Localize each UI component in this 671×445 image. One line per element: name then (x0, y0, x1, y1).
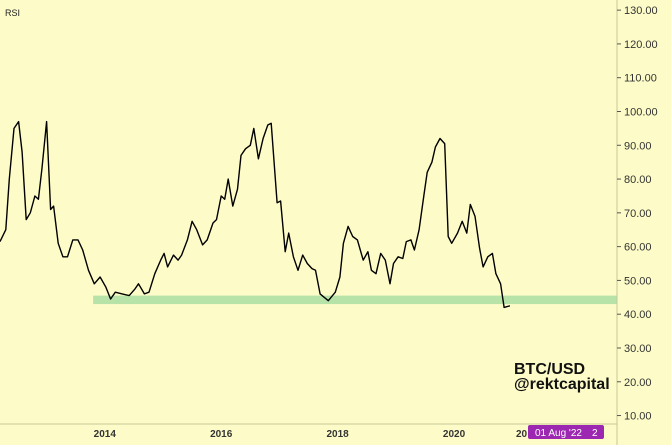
rsi-line-series-0 (0, 120, 511, 309)
x-tick-label: 2016 (210, 429, 233, 440)
y-tick-label: 80.00 (624, 174, 652, 186)
y-tick-label: 60.00 (624, 242, 652, 254)
x-tick-label: 2018 (326, 429, 349, 440)
crosshair-date-badge (528, 425, 604, 439)
price-axis[interactable]: 10.00 20.00 30.00 40.00 50.00 60.00 70.00 80.00… (617, 5, 658, 423)
y-tick-label: 100.00 (624, 106, 658, 118)
y-tick-label: 50.00 (624, 275, 652, 287)
x-tick-label: 2020 (443, 429, 466, 440)
time-axis[interactable]: 2014 2016 2018 2020 20 (94, 429, 528, 440)
x-tick-label: 2014 (94, 429, 117, 440)
y-tick-label: 90.00 (624, 140, 652, 152)
y-tick-label: 120.00 (624, 39, 658, 51)
y-tick-label: 40.00 (624, 309, 652, 321)
watermark-pair: BTC/USD (514, 361, 585, 378)
watermark-handle: @rektcapital (514, 376, 610, 393)
support-band (93, 295, 617, 305)
crosshair-date-label: 01 Aug '22 2 (528, 425, 604, 439)
y-tick-label: 10.00 (624, 411, 652, 423)
indicator-label: RSI (5, 8, 20, 18)
y-tick-label: 20.00 (624, 377, 652, 389)
crosshair-date-suffix: 2 (592, 428, 598, 439)
y-tick-label: 110.00 (624, 73, 657, 85)
crosshair-date-text: 01 Aug '22 (535, 428, 582, 439)
y-tick-label: 130.00 (624, 5, 658, 17)
x-tick-label-partial: 20 (516, 429, 528, 440)
y-tick-label: 30.00 (624, 343, 652, 355)
y-tick-label: 70.00 (624, 208, 652, 220)
